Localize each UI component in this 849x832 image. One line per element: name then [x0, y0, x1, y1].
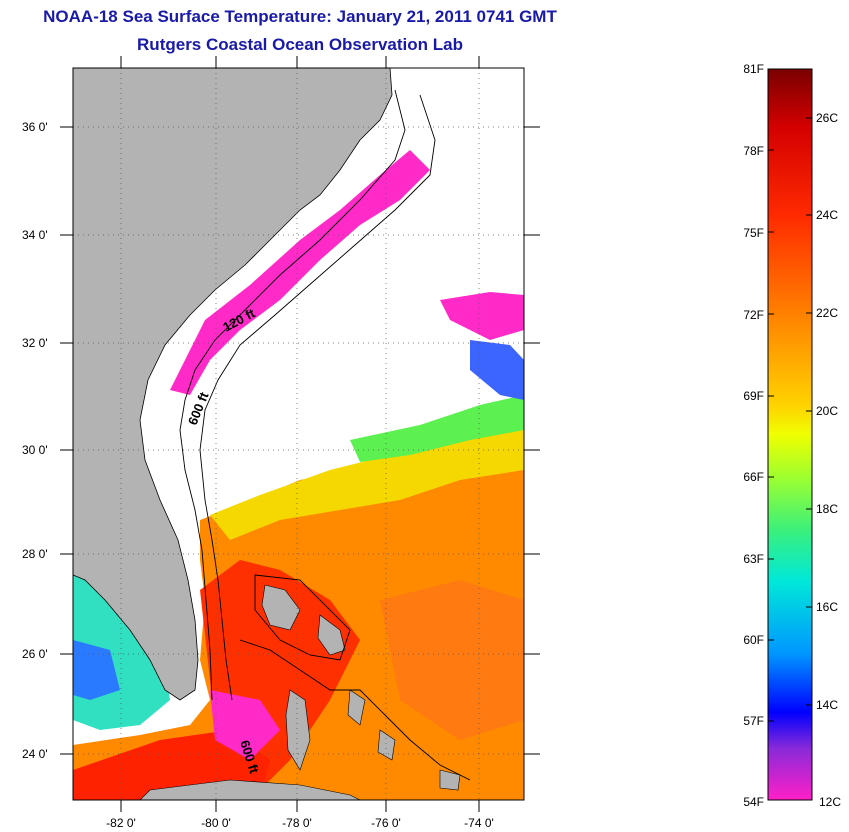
cuba-coast	[139, 779, 361, 800]
cool-patch-blue	[73, 640, 120, 700]
contour-bahamas-bank	[254, 574, 351, 661]
lat-label: 34 0'	[22, 228, 48, 242]
lat-label: 28 0'	[22, 547, 48, 561]
cold-patch-blue	[470, 340, 524, 400]
bahamas-island-2	[317, 614, 346, 656]
lon-label: -82 0'	[106, 816, 136, 830]
landmass	[73, 68, 393, 701]
bahamas-island-6	[439, 769, 461, 791]
colorbar-f-label: 75F	[743, 226, 764, 240]
map-subtitle: Rutgers Coastal Ocean Observation Lab	[137, 35, 463, 54]
lon-label: -76 0'	[371, 816, 401, 830]
contour-600ft	[199, 94, 436, 701]
colorbar-c-label: 14C	[816, 698, 838, 712]
bahamas-island-1	[261, 584, 301, 631]
lon-label: -80 0'	[201, 816, 231, 830]
map-layers	[73, 68, 524, 800]
colorbar	[767, 68, 813, 801]
colorbar-f-label: 72F	[743, 308, 764, 322]
bahamas-island-4	[347, 689, 366, 726]
lat-label: 26 0'	[22, 647, 48, 661]
colorbar-f-label: 69F	[743, 389, 764, 403]
lon-label: -74 0'	[464, 816, 494, 830]
colorbar-f-label: 81F	[743, 62, 764, 76]
map-grid	[73, 68, 524, 800]
contour-120ft	[179, 89, 406, 701]
lat-label: 30 0'	[22, 443, 48, 457]
colorbar-c-label: 26C	[816, 111, 838, 125]
colorbar-f-label: 63F	[743, 552, 764, 566]
colorbar-ticks	[768, 117, 812, 722]
cold-patch-south	[210, 690, 280, 760]
colorbar-c-label: 20C	[816, 404, 838, 418]
colorbar-c-label: 22C	[816, 306, 838, 320]
colorbar-f-label: 66F	[743, 470, 764, 484]
contour-bahamas	[239, 639, 471, 781]
colorbar-c-label: 18C	[816, 502, 838, 516]
map-frame	[72, 67, 525, 801]
lon-label: -78 0'	[282, 816, 312, 830]
green-patches	[350, 395, 524, 462]
lat-label: 24 0'	[22, 747, 48, 761]
transition-band	[210, 420, 524, 540]
bahamas-island-3	[285, 689, 311, 771]
colorbar-f-label: 60F	[743, 633, 764, 647]
cold-offshore-patch	[440, 292, 524, 340]
bahamas-island-5	[377, 729, 396, 761]
axis-ticks	[60, 56, 540, 812]
warm-offshore-patch	[380, 580, 524, 740]
colorbar-c-label: 24C	[816, 208, 838, 222]
colorbar-c-label: 12C	[819, 795, 841, 809]
colorbar-f-label: 54F	[743, 795, 764, 809]
lat-label: 32 0'	[22, 336, 48, 350]
colorbar-f-label: 57F	[743, 714, 764, 728]
colorbar-c-label: 16C	[816, 600, 838, 614]
colorbar-f-label: 78F	[743, 144, 764, 158]
cold-coastal-band	[170, 150, 430, 395]
lat-label: 36 0'	[22, 120, 48, 134]
map-title: NOAA-18 Sea Surface Temperature: January…	[43, 7, 557, 26]
